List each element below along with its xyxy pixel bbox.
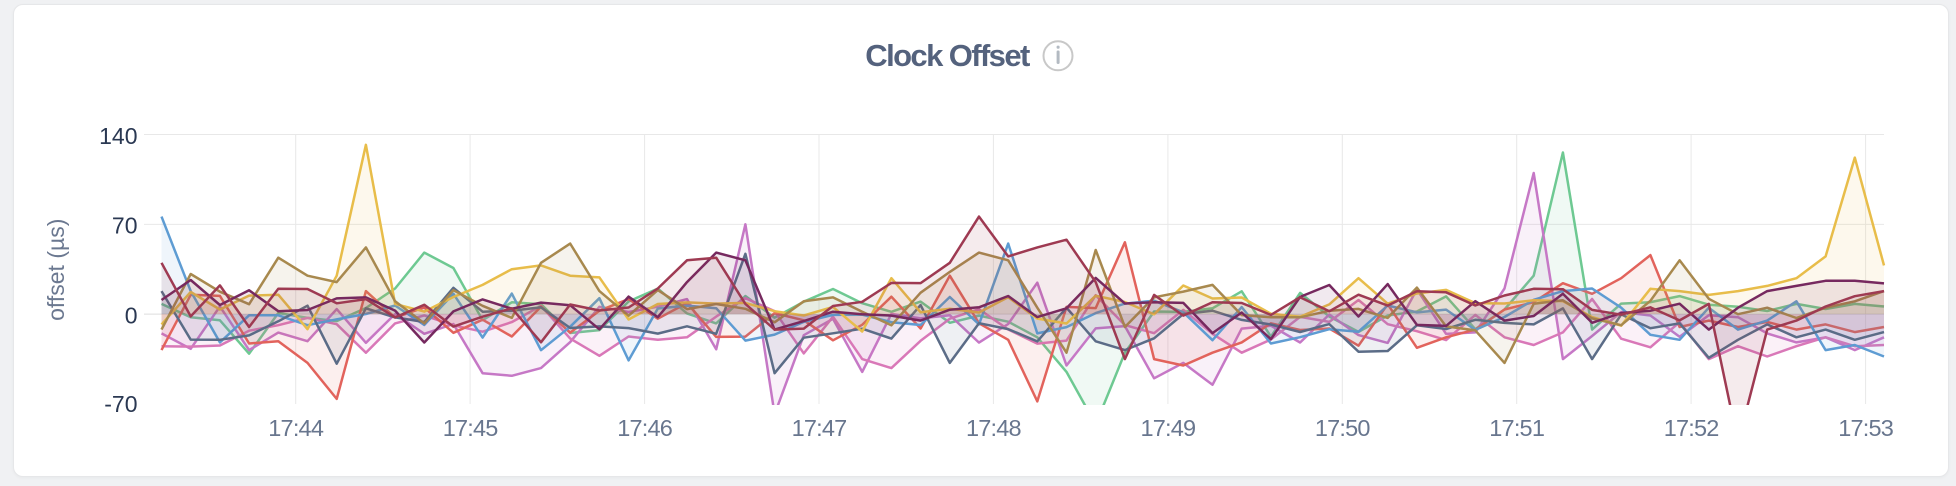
svg-text:140: 140	[99, 123, 137, 149]
svg-text:17:51: 17:51	[1489, 415, 1544, 441]
svg-text:17:50: 17:50	[1315, 415, 1371, 441]
svg-text:17:46: 17:46	[617, 415, 673, 441]
svg-text:17:52: 17:52	[1664, 415, 1719, 441]
svg-text:-70: -70	[104, 391, 137, 417]
svg-text:Clock Offset: Clock Offset	[865, 38, 1030, 73]
svg-text:17:48: 17:48	[966, 415, 1022, 441]
svg-text:17:47: 17:47	[792, 415, 847, 441]
svg-text:17:49: 17:49	[1140, 415, 1195, 441]
svg-text:70: 70	[112, 213, 138, 239]
svg-text:17:44: 17:44	[268, 415, 324, 441]
svg-text:offset (µs): offset (µs)	[43, 219, 69, 321]
svg-text:17:53: 17:53	[1838, 415, 1894, 441]
svg-text:17:45: 17:45	[443, 415, 499, 441]
svg-text:0: 0	[125, 302, 138, 328]
